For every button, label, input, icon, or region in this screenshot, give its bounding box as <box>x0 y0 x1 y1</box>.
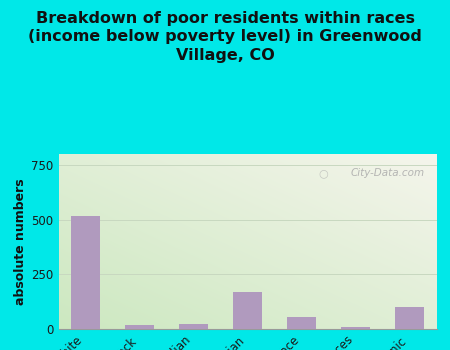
Bar <box>341 327 370 329</box>
Text: City-Data.com: City-Data.com <box>351 168 425 178</box>
Y-axis label: absolute numbers: absolute numbers <box>14 178 27 305</box>
Bar <box>71 216 100 329</box>
Bar <box>287 317 316 329</box>
Text: Breakdown of poor residents within races
(income below poverty level) in Greenwo: Breakdown of poor residents within races… <box>28 10 422 63</box>
Text: ○: ○ <box>318 168 328 178</box>
Bar <box>125 325 154 329</box>
Bar <box>233 292 262 329</box>
Bar <box>395 307 424 329</box>
Bar <box>179 323 208 329</box>
